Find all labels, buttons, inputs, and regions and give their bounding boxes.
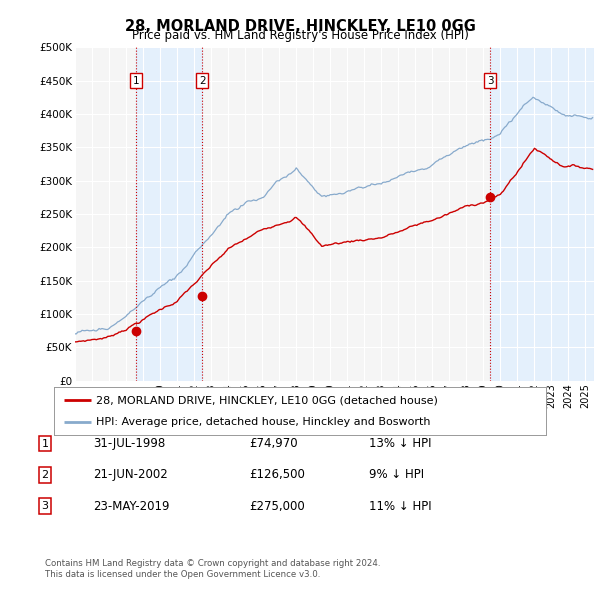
Text: 23-MAY-2019: 23-MAY-2019 [93,500,170,513]
Text: 3: 3 [487,76,493,86]
Text: HPI: Average price, detached house, Hinckley and Bosworth: HPI: Average price, detached house, Hinc… [96,417,430,427]
Text: 11% ↓ HPI: 11% ↓ HPI [369,500,431,513]
Text: £126,500: £126,500 [249,468,305,481]
Text: Contains HM Land Registry data © Crown copyright and database right 2024.
This d: Contains HM Land Registry data © Crown c… [45,559,380,579]
Text: £275,000: £275,000 [249,500,305,513]
Text: 3: 3 [41,502,49,511]
Text: 28, MORLAND DRIVE, HINCKLEY, LE10 0GG: 28, MORLAND DRIVE, HINCKLEY, LE10 0GG [125,19,475,34]
Text: 1: 1 [133,76,139,86]
Text: 28, MORLAND DRIVE, HINCKLEY, LE10 0GG (detached house): 28, MORLAND DRIVE, HINCKLEY, LE10 0GG (d… [96,395,437,405]
Text: 2: 2 [199,76,205,86]
Text: 2: 2 [41,470,49,480]
Text: 9% ↓ HPI: 9% ↓ HPI [369,468,424,481]
Text: 13% ↓ HPI: 13% ↓ HPI [369,437,431,450]
Text: 21-JUN-2002: 21-JUN-2002 [93,468,168,481]
Text: 31-JUL-1998: 31-JUL-1998 [93,437,165,450]
Bar [490,47,594,381]
Bar [136,47,202,381]
Text: £74,970: £74,970 [249,437,298,450]
Text: Price paid vs. HM Land Registry's House Price Index (HPI): Price paid vs. HM Land Registry's House … [131,30,469,42]
Text: 1: 1 [41,439,49,448]
